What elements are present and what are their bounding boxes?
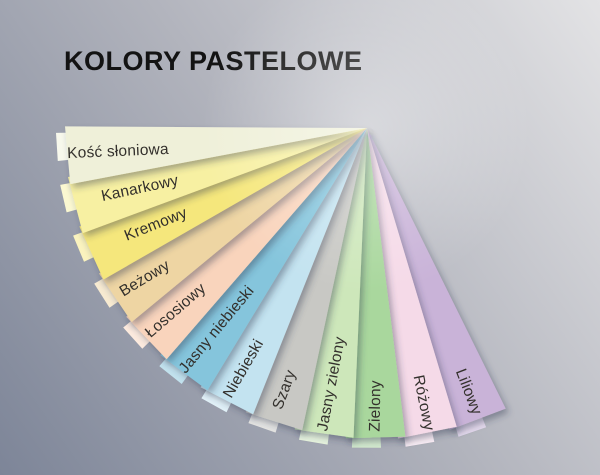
fan-wedges	[56, 126, 506, 448]
